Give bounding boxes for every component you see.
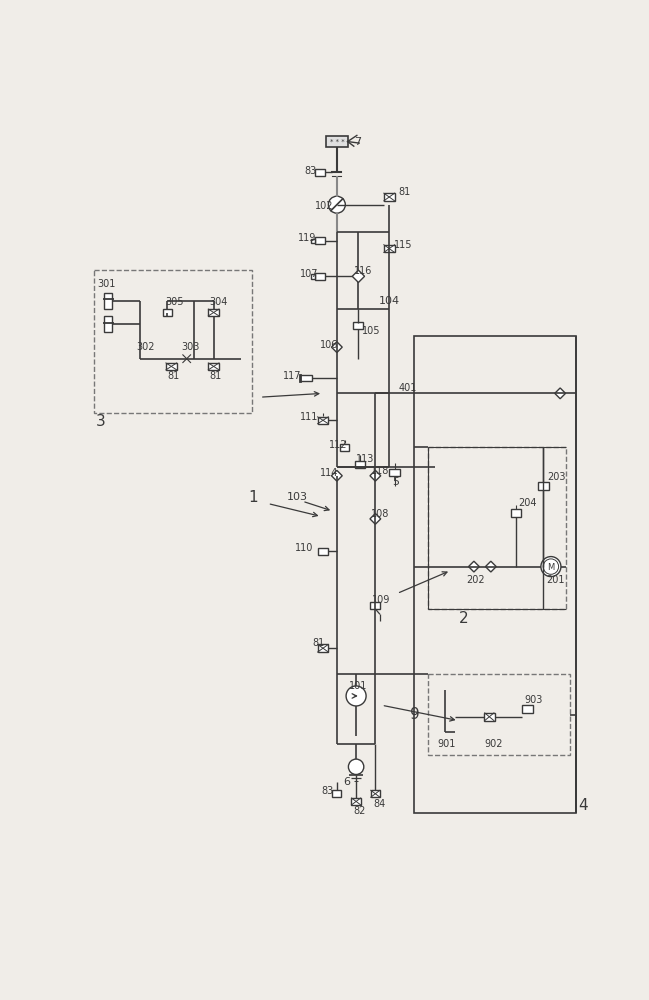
Bar [340,444,349,451]
Bar [354,322,363,329]
Bar [315,169,324,176]
Circle shape [346,686,366,706]
Bar [511,509,521,517]
Text: 106: 106 [320,340,338,350]
Text: 119: 119 [299,233,317,243]
Text: 3: 3 [96,414,106,429]
Text: 102: 102 [315,201,334,211]
Bar [300,375,312,381]
Bar [94,270,252,413]
Text: 104: 104 [379,296,400,306]
Circle shape [349,759,364,775]
Text: 105: 105 [361,326,380,336]
Bar [428,674,570,755]
Text: 107: 107 [300,269,319,279]
Text: 116: 116 [354,266,372,276]
Bar [311,239,315,243]
Bar [315,273,325,280]
Bar [428,447,567,609]
Text: 301: 301 [97,279,116,289]
Text: 7: 7 [354,137,361,147]
Text: 204: 204 [519,498,537,508]
Text: 117: 117 [283,371,301,381]
Bar [522,705,533,713]
Bar [166,363,177,370]
Bar [414,336,576,813]
Text: 114: 114 [320,468,338,478]
Text: 203: 203 [547,472,565,482]
Bar [352,798,361,805]
Text: 903: 903 [524,695,543,705]
Text: 201: 201 [546,575,565,585]
Polygon shape [370,513,381,524]
Bar [318,548,328,555]
Text: 81: 81 [312,638,324,648]
Text: 901: 901 [437,739,456,749]
Polygon shape [332,342,342,353]
Bar [389,469,400,476]
Text: 82: 82 [354,806,366,816]
Text: 202: 202 [466,575,485,585]
Polygon shape [555,388,565,399]
Text: 81: 81 [398,187,411,197]
Bar [104,293,112,309]
Text: 112: 112 [329,440,348,450]
Text: 113: 113 [356,454,374,464]
Text: 111: 111 [300,412,318,422]
Text: 110: 110 [295,543,313,553]
Text: 401: 401 [398,383,417,393]
Bar [315,237,325,244]
Text: 108: 108 [371,509,389,519]
Polygon shape [370,470,381,481]
Bar [104,316,112,332]
Text: 103: 103 [287,492,308,502]
Text: 304: 304 [210,297,228,307]
Bar [371,602,380,609]
Text: 5: 5 [392,477,399,487]
Text: M: M [547,563,554,572]
Bar [311,274,315,279]
Bar [317,644,328,652]
Text: * * *: * * * [330,139,344,145]
Polygon shape [352,270,365,282]
Text: 109: 109 [373,595,391,605]
Bar [208,309,219,316]
Text: 6: 6 [343,777,350,787]
Bar [163,309,172,316]
Bar [538,482,548,490]
Text: 902: 902 [485,739,503,749]
Text: 302: 302 [137,342,155,352]
Text: 83: 83 [321,786,334,796]
Text: 9: 9 [410,707,420,722]
Text: 81: 81 [210,371,222,381]
Bar [371,790,380,797]
Bar [384,245,395,252]
Bar [208,363,219,370]
Polygon shape [332,470,342,481]
Text: 303: 303 [181,342,200,352]
Text: 83: 83 [304,166,317,176]
Polygon shape [485,561,496,572]
Polygon shape [469,561,480,572]
Bar [326,136,348,147]
Circle shape [328,196,345,213]
Bar [384,193,395,201]
Text: 101: 101 [349,681,367,691]
Bar [317,417,328,424]
Circle shape [541,557,561,577]
Text: 84: 84 [373,799,386,809]
Text: 4: 4 [578,798,587,813]
Text: 1: 1 [249,490,258,505]
Bar [484,713,495,721]
Text: 115: 115 [394,240,412,250]
Text: 2: 2 [458,611,468,626]
Bar [332,790,341,797]
Text: 81: 81 [167,371,180,381]
Text: 118: 118 [371,466,389,476]
Text: 305: 305 [165,297,184,307]
Bar [356,461,365,468]
